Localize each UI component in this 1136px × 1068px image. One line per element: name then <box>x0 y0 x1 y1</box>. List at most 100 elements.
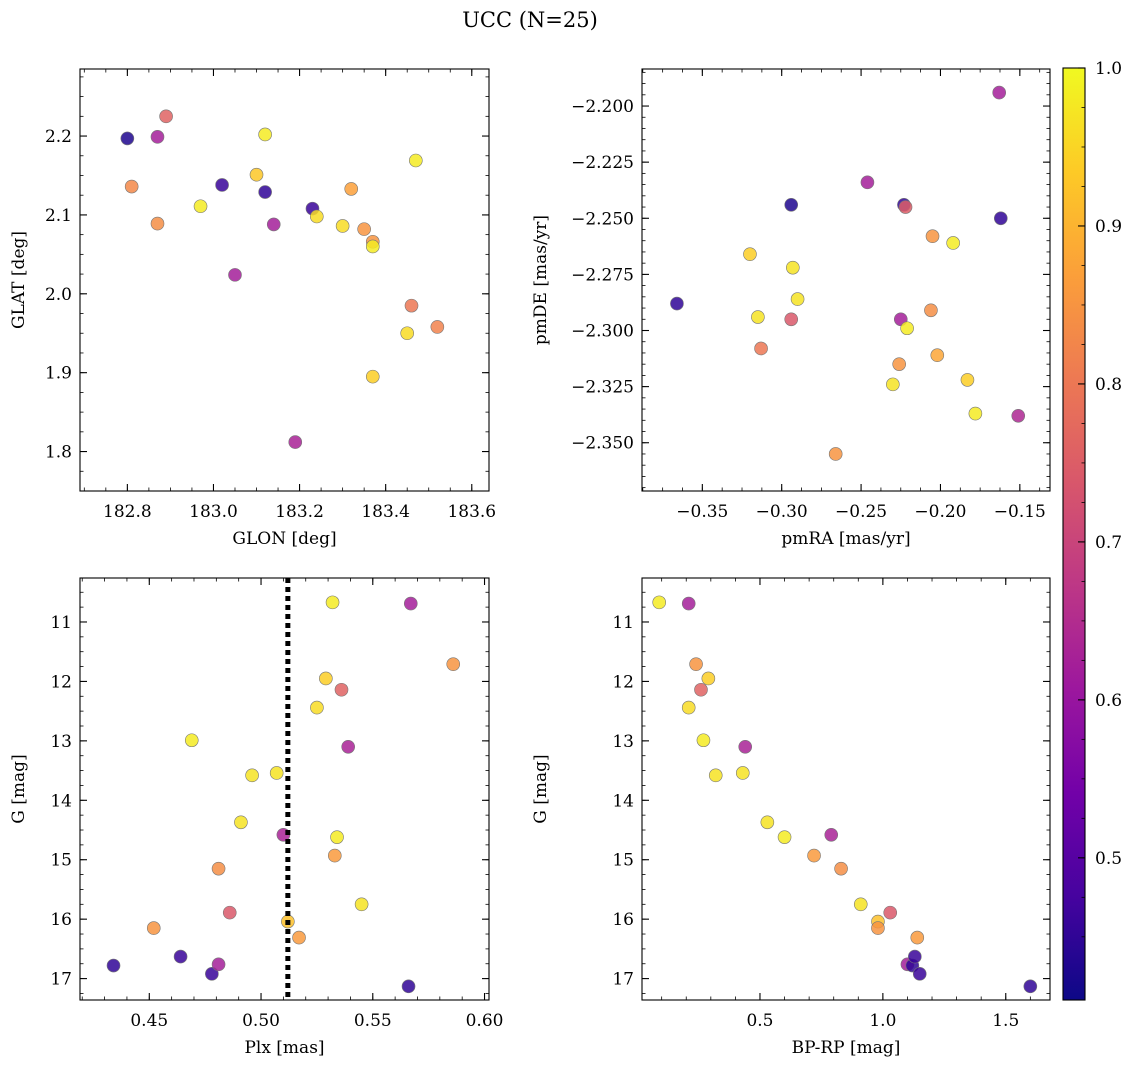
y-tick-label: 15 <box>50 851 72 871</box>
scatter-points <box>120 109 445 449</box>
data-point <box>211 861 226 876</box>
y-tick-label: −2.325 <box>571 378 634 398</box>
colorbar-tick-label: 0.6 <box>1095 691 1122 711</box>
data-point <box>403 596 418 611</box>
data-point <box>310 700 324 715</box>
scatter-points <box>670 85 1026 461</box>
y-tick-label: 17 <box>612 970 634 990</box>
y-axis-label: G [mag] <box>531 754 551 823</box>
data-point <box>908 949 922 964</box>
data-point <box>993 211 1008 226</box>
data-point <box>319 671 333 686</box>
x-tick-label: 0.45 <box>130 1011 168 1031</box>
data-point <box>357 222 371 236</box>
data-point <box>404 298 419 313</box>
y-tick-label: 2.1 <box>45 206 72 226</box>
data-point <box>738 739 753 754</box>
data-point <box>786 260 800 275</box>
data-point <box>1023 979 1038 994</box>
x-axis-label: GLON [deg] <box>232 529 336 549</box>
y-tick-label: 16 <box>50 910 72 930</box>
data-point <box>871 921 885 935</box>
x-tick-label: −0.35 <box>676 502 728 522</box>
data-point <box>211 957 226 972</box>
data-point <box>146 921 161 935</box>
data-point <box>925 229 940 244</box>
data-point <box>1011 409 1026 423</box>
y-tick-label: 1.8 <box>45 443 72 463</box>
data-point <box>106 958 121 973</box>
y-axis-label: GLAT [deg] <box>9 231 29 329</box>
colorbar-tick-label: 0.9 <box>1095 217 1122 237</box>
data-point <box>784 198 799 212</box>
data-point <box>258 127 272 142</box>
panel-plx-g: 0.45 0.50 0.55 0.60 11 12 13 14 15 16 17 Plx [mas] G… <box>9 577 503 1058</box>
data-point <box>222 905 237 920</box>
data-point <box>288 435 303 449</box>
data-point <box>681 700 696 715</box>
y-axis-label: G [mag] <box>9 754 29 823</box>
x-tick-label: 1.5 <box>992 1011 1019 1031</box>
data-point <box>900 321 914 336</box>
y-tick-label: −2.275 <box>571 265 634 285</box>
data-point <box>330 830 344 844</box>
y-tick-label: 12 <box>50 672 72 692</box>
y-tick-label: −2.200 <box>571 97 634 117</box>
y-tick-label: −2.225 <box>571 153 634 173</box>
data-point <box>689 657 703 671</box>
figure-title: UCC (N=25) <box>462 8 598 32</box>
x-tick-label: 183.2 <box>275 502 324 522</box>
data-point <box>751 310 765 324</box>
y-tick-label: 13 <box>50 732 72 752</box>
data-point <box>269 766 284 780</box>
data-point <box>898 200 913 214</box>
data-point <box>327 848 342 863</box>
y-tick-label: 16 <box>612 910 634 930</box>
axes-frame <box>79 68 490 492</box>
data-point <box>215 178 229 192</box>
x-tick-label: 1.0 <box>869 1011 896 1031</box>
data-point <box>701 671 716 686</box>
data-point <box>234 815 248 830</box>
data-point <box>912 967 927 981</box>
x-tick-label: 183.4 <box>361 502 410 522</box>
data-point <box>249 167 264 182</box>
y-tick-label: 11 <box>612 613 634 633</box>
data-point <box>325 595 340 610</box>
data-point <box>860 175 875 190</box>
data-point <box>334 682 349 697</box>
data-point <box>807 848 821 863</box>
y-tick-label: −2.250 <box>571 209 634 229</box>
x-tick-label: −0.30 <box>756 502 808 522</box>
data-point <box>344 182 359 196</box>
y-tick-label: 14 <box>50 791 72 811</box>
data-point <box>124 179 139 194</box>
x-tick-label: −0.25 <box>835 502 887 522</box>
y-tick-label: 11 <box>50 613 72 633</box>
data-point <box>960 373 975 387</box>
panel-glon-glat: 182.8 183.0 183.2 183.4 183.6 1.8 1.9 2.0 2.1 2.2… <box>9 68 496 549</box>
x-tick-label: 182.8 <box>103 502 152 522</box>
x-tick-label: 0.55 <box>354 1011 392 1031</box>
data-point <box>120 131 135 146</box>
data-point <box>992 85 1006 100</box>
data-point <box>946 236 960 250</box>
colorbar-frame <box>1062 67 1086 1001</box>
y-tick-label: −2.300 <box>571 322 634 342</box>
x-axis-label: BP-RP [mag] <box>792 1038 901 1058</box>
data-point <box>409 153 423 168</box>
data-point <box>173 949 188 964</box>
x-tick-label: 0.50 <box>242 1011 280 1031</box>
data-point <box>696 733 711 748</box>
y-axis-label: pmDE [mas/yr] <box>531 215 551 345</box>
colorbar-tick-label: 0.8 <box>1095 375 1122 395</box>
axes-frame <box>641 577 1051 1001</box>
x-tick-label: 183.0 <box>189 502 238 522</box>
data-point <box>760 815 775 830</box>
colorbar-tick-label: 0.5 <box>1095 849 1122 869</box>
panel-pmra-pmde: −0.35 −0.30 −0.25 −0.20 −0.15 −2.350 −2.325 −2.… <box>531 68 1051 549</box>
data-point <box>228 268 242 282</box>
data-point <box>354 897 369 912</box>
